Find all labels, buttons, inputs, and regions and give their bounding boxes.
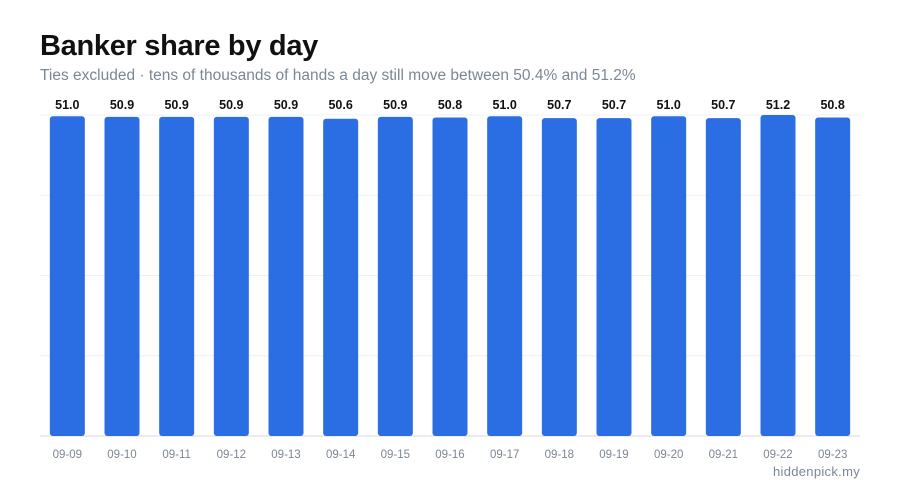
bar-09-18 bbox=[541, 118, 577, 436]
x-tick-label-09-12: 09-12 bbox=[217, 449, 246, 461]
value-label-09-10: 50.9 bbox=[110, 98, 134, 112]
value-label-09-20: 51.0 bbox=[656, 98, 680, 112]
value-label-09-14: 50.6 bbox=[328, 98, 352, 112]
x-tick-label-09-18: 09-18 bbox=[545, 449, 574, 461]
chart-subtitle: Ties excluded · tens of thousands of han… bbox=[40, 67, 636, 84]
x-tick-label-09-14: 09-14 bbox=[326, 449, 356, 461]
x-tick-label-09-22: 09-22 bbox=[763, 449, 792, 461]
value-label-09-21: 50.7 bbox=[711, 98, 735, 112]
value-label-09-16: 50.8 bbox=[438, 98, 462, 112]
value-label-09-13: 50.9 bbox=[274, 98, 298, 112]
bar-09-14 bbox=[323, 118, 359, 436]
x-tick-label-09-21: 09-21 bbox=[709, 449, 738, 461]
bar-09-19 bbox=[596, 118, 632, 436]
x-tick-label-09-10: 09-10 bbox=[107, 449, 136, 461]
watermark: hiddenpick.my bbox=[773, 464, 860, 479]
x-tick-label-09-19: 09-19 bbox=[599, 449, 628, 461]
value-label-09-12: 50.9 bbox=[219, 98, 243, 112]
value-label-09-18: 50.7 bbox=[547, 98, 571, 112]
x-tick-label-09-11: 09-11 bbox=[162, 449, 191, 461]
chart-title: Banker share by day bbox=[40, 30, 318, 62]
bar-09-17 bbox=[487, 116, 523, 436]
bar-09-10 bbox=[104, 116, 140, 436]
value-label-09-09: 51.0 bbox=[55, 98, 79, 112]
value-labels: 51.0 50.9 50.9 50.9 50.9 50.6 50.9 50.8 51.0 50.7… bbox=[55, 98, 845, 112]
value-label-09-15: 50.9 bbox=[383, 98, 407, 112]
value-label-09-22: 51.2 bbox=[766, 98, 790, 112]
x-tick-label-09-23: 09-23 bbox=[818, 449, 847, 461]
bar-09-22 bbox=[760, 115, 796, 436]
x-tick-label-09-15: 09-15 bbox=[381, 449, 410, 461]
value-label-09-19: 50.7 bbox=[602, 98, 626, 112]
bar-09-15 bbox=[377, 116, 413, 436]
x-tick-label-09-13: 09-13 bbox=[271, 449, 300, 461]
bar-09-16 bbox=[432, 117, 468, 436]
x-tick-label-09-09: 09-09 bbox=[53, 449, 82, 461]
value-label-09-23: 50.8 bbox=[820, 98, 844, 112]
x-tick-label-09-17: 09-17 bbox=[490, 449, 519, 461]
bar-09-11 bbox=[159, 116, 195, 436]
x-tick-label-09-20: 09-20 bbox=[654, 449, 683, 461]
bar-09-09 bbox=[49, 116, 85, 436]
x-axis-ticks: 09-09 09-10 09-11 09-12 09-13 09-14 09-15 09-16… bbox=[53, 449, 848, 461]
bar-09-23 bbox=[815, 117, 851, 436]
bars bbox=[49, 115, 851, 436]
bar-09-20 bbox=[651, 116, 687, 436]
bar-09-13 bbox=[268, 116, 304, 436]
value-label-09-17: 51.0 bbox=[492, 98, 516, 112]
x-tick-label-09-16: 09-16 bbox=[435, 449, 464, 461]
value-label-09-11: 50.9 bbox=[164, 98, 188, 112]
bar-09-21 bbox=[705, 118, 741, 436]
bar-09-12 bbox=[213, 116, 249, 436]
